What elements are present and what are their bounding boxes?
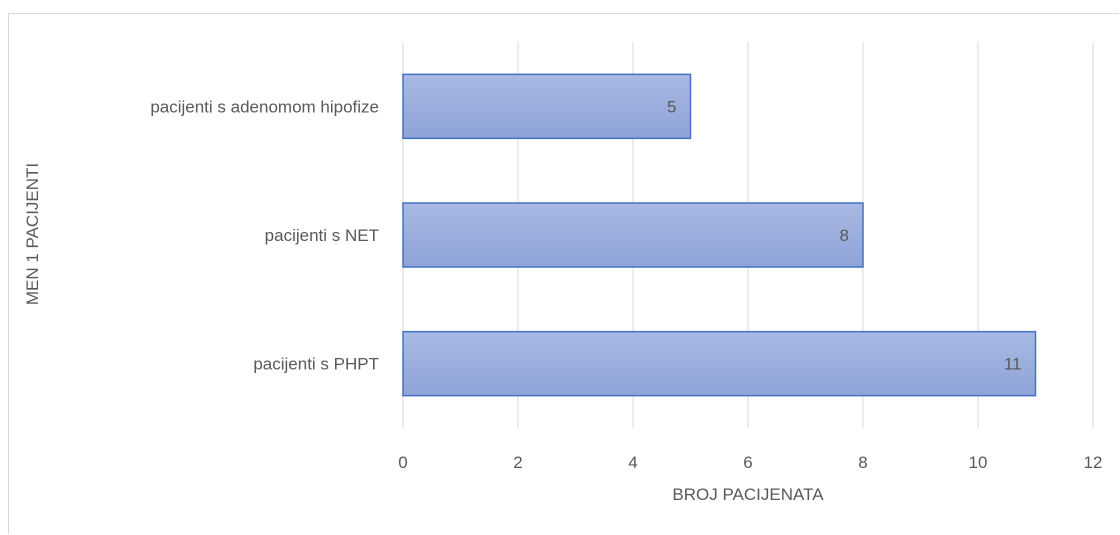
- category-label-3: pacijenti s PHPT: [253, 355, 379, 374]
- data-label-3: 11: [1004, 355, 1022, 374]
- bar-2: [402, 202, 864, 268]
- data-label-1: 5: [667, 97, 676, 116]
- data-label-2: 8: [840, 226, 849, 245]
- x-tick-label-10: 10: [969, 453, 988, 472]
- x-tick-label-6: 6: [743, 453, 752, 472]
- bar-layer: [402, 73, 1037, 397]
- label-layer: 0 2 4 6 8 10 12 5 pacijenti s adenomom hipofize 8…: [150, 97, 1102, 472]
- bar-1: [402, 73, 692, 140]
- x-tick-label-12: 12: [1084, 453, 1103, 472]
- x-tick-label-0: 0: [398, 453, 407, 472]
- chart-frame: [8, 13, 1119, 534]
- bar-3: [402, 330, 1037, 397]
- x-tick-label-2: 2: [513, 453, 522, 472]
- y-axis-title: MEN 1 PACIJENTI: [23, 163, 42, 305]
- x-axis-title: BROJ PACIJENATA: [672, 485, 824, 504]
- x-tick-label-4: 4: [628, 453, 637, 472]
- category-label-1: pacijenti s adenomom hipofize: [150, 97, 379, 116]
- x-tick-label-8: 8: [858, 453, 867, 472]
- category-label-2: pacijenti s NET: [265, 226, 379, 245]
